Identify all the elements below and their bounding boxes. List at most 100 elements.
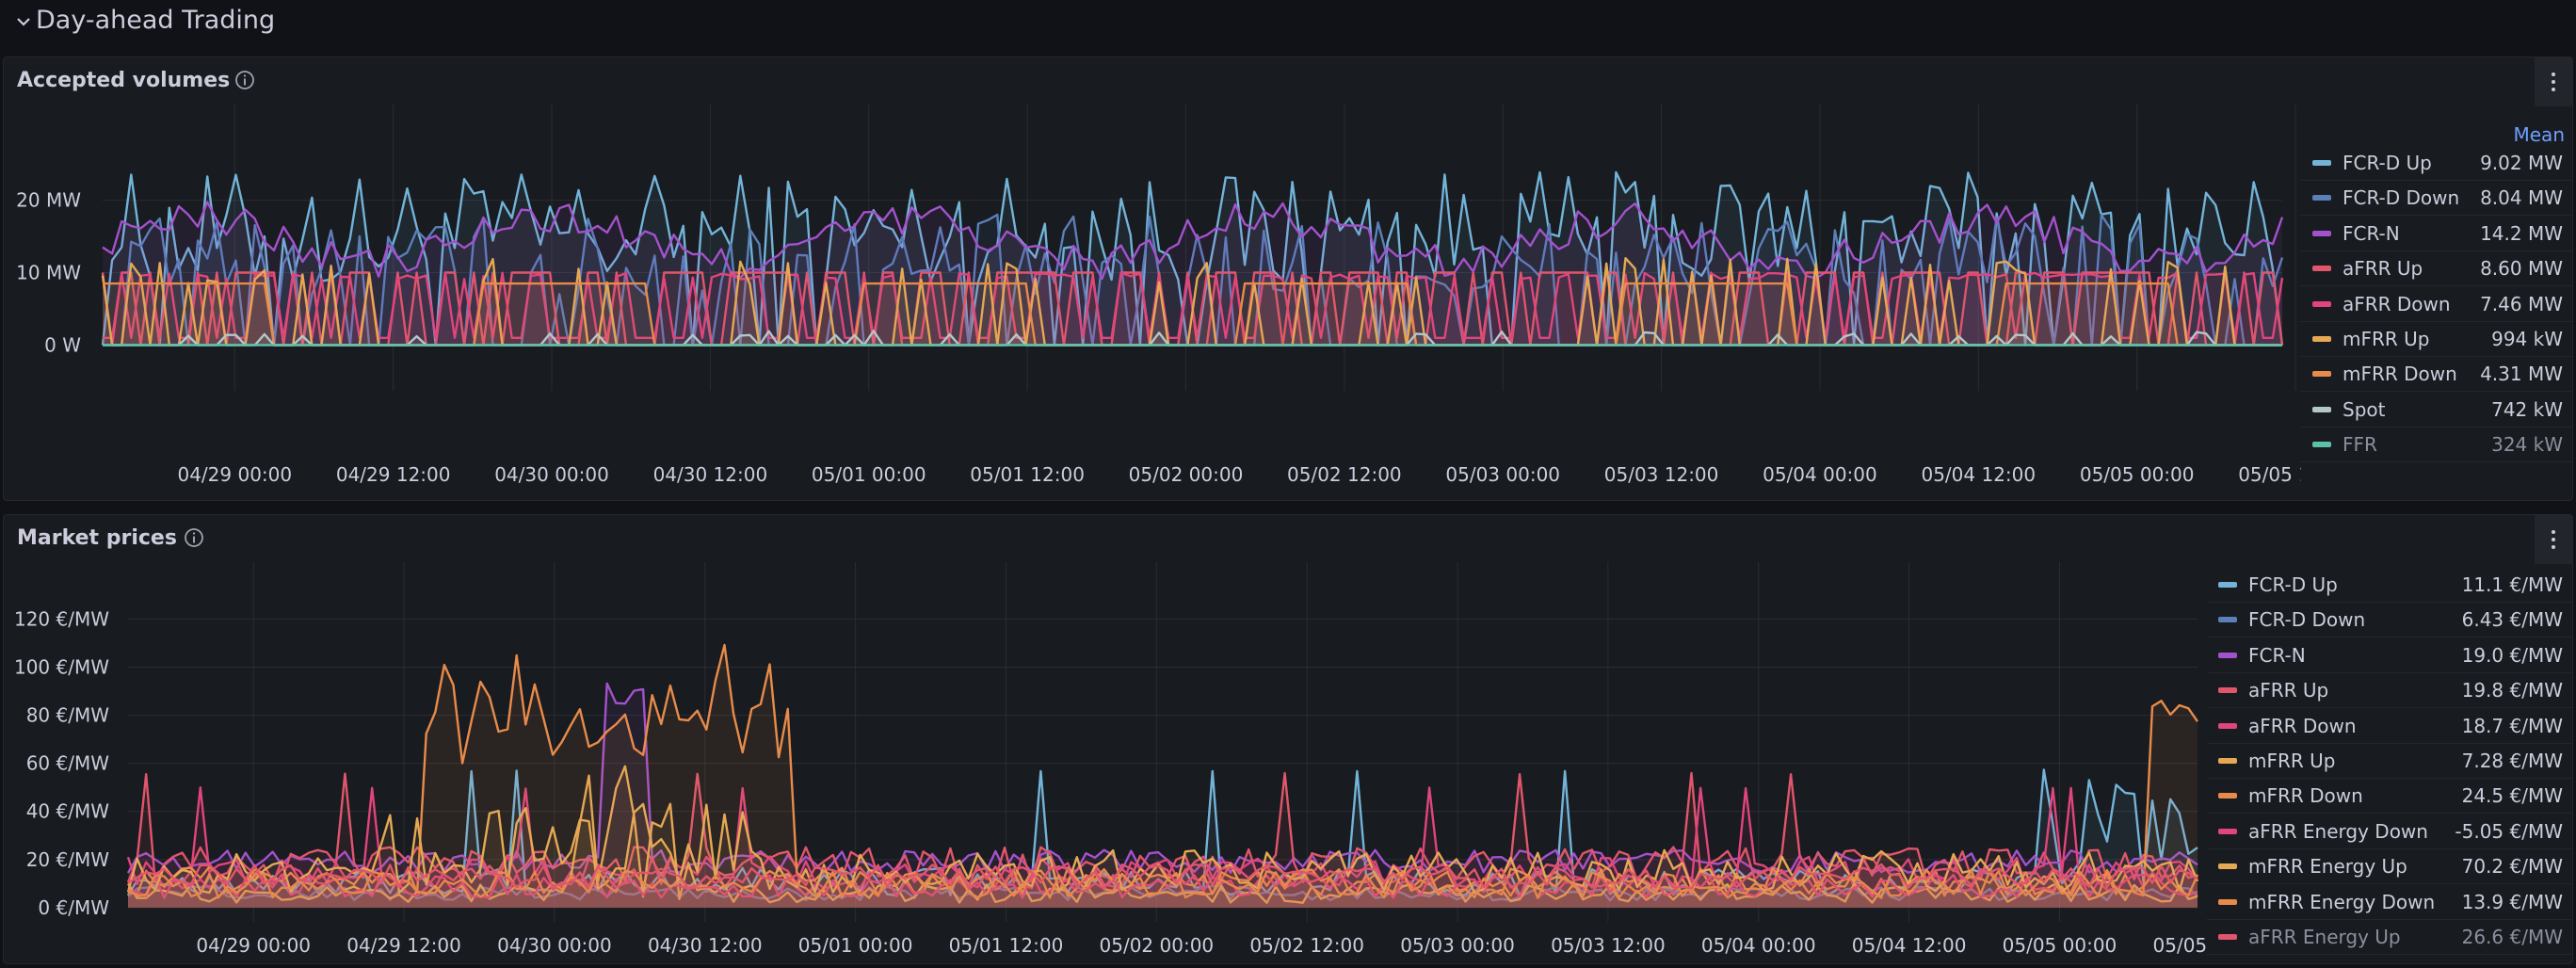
x-tick-label: 05/02 12:00 (1249, 934, 1364, 957)
legend-mean-value: 8.04 MW (2480, 186, 2563, 210)
legend-item-mfrr-down[interactable]: mFRR Down 24.5 €/MW (2207, 779, 2572, 815)
legend-name: Spot (2343, 397, 2386, 421)
x-tick-label: 05/03 12:00 (1604, 463, 1719, 486)
legend-item-ffr[interactable]: FFR 324 kW (2301, 428, 2572, 463)
x-tick-label: 05/02 12:00 (1287, 463, 1402, 486)
y-tick-label: 0 W (44, 334, 81, 357)
legend-name: FCR-D Down (2343, 186, 2460, 210)
info-icon[interactable] (184, 527, 204, 548)
legend-swatch (2312, 230, 2331, 236)
info-icon[interactable] (234, 70, 255, 90)
panel-title: Market prices (17, 526, 177, 550)
legend-item-afrr-up[interactable]: aFRR Up 8.60 MW (2301, 251, 2572, 287)
series-line-afrr-down[interactable] (126, 786, 2198, 890)
legend-item-mfrr-up[interactable]: mFRR Up 7.28 €/MW (2207, 744, 2572, 779)
series-line-fcr-n[interactable] (126, 682, 2198, 876)
x-tick-label: 05/04 00:00 (1763, 463, 1877, 486)
row-header[interactable]: Day-ahead Trading (0, 0, 2576, 49)
legend-mean-value: 324 kW (2491, 433, 2563, 457)
legend-name: FCR-N (2343, 221, 2400, 245)
legend-item-fcr-n[interactable]: FCR-N 19.0 €/MW (2207, 638, 2572, 673)
panel-menu-button[interactable] (2535, 57, 2572, 106)
legend-swatch (2218, 898, 2237, 905)
legend-name: mFRR Down (2343, 363, 2457, 386)
series-line-afrr-energy-down[interactable] (127, 873, 2198, 899)
legend-name: aFRR Energy Down (2248, 819, 2428, 843)
series-line-mfrr-energy-up[interactable] (126, 802, 2199, 895)
legend-item-afrr-down[interactable]: aFRR Down 18.7 €/MW (2207, 709, 2572, 744)
legend-item-mfrr-down[interactable]: mFRR Down 4.31 MW (2301, 357, 2572, 393)
series-area-afrr-down (128, 787, 2198, 908)
accepted-volumes-chart[interactable]: 0 W 10 MW 20 MW 04/29 00:00 04/29 12:00 04/30… (4, 57, 2301, 502)
legend-mean-value: 4.31 MW (2480, 363, 2563, 386)
series-line-afrr-up[interactable] (126, 771, 2198, 884)
x-tick-label: 05/05 12:00 (2238, 463, 2301, 486)
legend-item-afrr-up[interactable]: aFRR Up 19.8 €/MW (2207, 673, 2572, 709)
legend-name: FCR-D Down (2248, 608, 2366, 632)
legend: Mean FCR-D Up 9.02 MW FCR-D Down 8.04 MW FCR… (2301, 118, 2572, 494)
legend-item-fcr-d-up[interactable]: FCR-D Up 11.1 €/MW (2207, 568, 2572, 603)
legend-mean-value: 9.02 MW (2480, 152, 2563, 174)
legend-header-mean[interactable]: Mean (2513, 123, 2566, 146)
legend-swatch (2218, 934, 2237, 940)
x-tick-label: 05/03 00:00 (1400, 934, 1515, 957)
legend-item-afrr-energy-down[interactable]: aFRR Energy Down -5.05 €/MW (2207, 815, 2572, 849)
series-line-fcr-n[interactable] (102, 201, 2284, 281)
x-tick-label: 05/05 00:00 (2003, 934, 2117, 957)
legend-item-fcr-n[interactable]: FCR-N 14.2 MW (2301, 217, 2572, 251)
legend-swatch (2218, 722, 2237, 729)
legend-swatch (2312, 300, 2331, 307)
row-title: Day-ahead Trading (36, 6, 276, 35)
y-tick-label: 20 €/MW (26, 848, 110, 871)
legend-name: mFRR Energy Down (2248, 890, 2436, 913)
kebab-menu-icon (2552, 530, 2555, 549)
x-tick-label: 05/01 12:00 (949, 934, 1064, 957)
legend-name: FFR (2343, 433, 2377, 457)
legend-mean-value: 13.9 €/MW (2461, 890, 2563, 913)
legend-mean-value: 994 kW (2491, 328, 2563, 350)
series-area-fcr-n (103, 202, 2282, 346)
y-tick-label: 60 €/MW (26, 752, 110, 775)
legend-swatch (2218, 758, 2237, 764)
legend-swatch (2218, 652, 2237, 658)
x-tick-label: 05/03 00:00 (1445, 463, 1560, 486)
legend-item-afrr-energy-up[interactable]: aFRR Energy Up 26.6 €/MW (2207, 920, 2572, 955)
legend-item-afrr-down[interactable]: aFRR Down 7.46 MW (2301, 287, 2572, 322)
x-tick-label: 04/29 00:00 (177, 463, 292, 486)
legend-swatch (2218, 687, 2237, 694)
legend-swatch (2218, 582, 2237, 588)
legend-mean-value: 19.0 €/MW (2461, 643, 2563, 667)
legend-name: aFRR Down (2248, 714, 2357, 737)
x-tick-label: 04/30 12:00 (648, 934, 763, 957)
legend-item-fcr-d-down[interactable]: FCR-D Down 8.04 MW (2301, 181, 2572, 217)
series-line-mfrr-up[interactable] (126, 765, 2198, 904)
x-tick-label: 04/29 00:00 (196, 934, 311, 957)
legend-item-spot[interactable]: Spot 742 kW (2301, 393, 2572, 428)
x-tick-label: 04/30 00:00 (494, 463, 609, 486)
legend-item-mfrr-up[interactable]: mFRR Up 994 kW (2301, 322, 2572, 357)
series-area-fcr-d-down (103, 215, 2282, 346)
x-tick-label: 05/01 00:00 (812, 463, 926, 486)
legend-swatch (2312, 371, 2331, 378)
y-tick-label: 100 €/MW (14, 656, 109, 679)
series-area-mfrr-down (128, 645, 2198, 908)
legend-mean-value: 70.2 €/MW (2461, 855, 2563, 879)
series-line-mfrr-energy-down[interactable] (127, 867, 2199, 899)
legend-item-fcr-d-down[interactable]: FCR-D Down 6.43 €/MW (2207, 603, 2572, 638)
legend-swatch (2312, 336, 2331, 342)
y-tick-label: 40 €/MW (26, 800, 110, 823)
panel-menu-button[interactable] (2535, 515, 2572, 564)
legend-name: mFRR Energy Up (2248, 855, 2407, 879)
kebab-menu-icon (2552, 73, 2555, 91)
legend-item-mfrr-energy-down[interactable]: mFRR Energy Down 13.9 €/MW (2207, 885, 2572, 920)
series-area-mfrr-energy-up (128, 803, 2198, 908)
x-tick-label: 04/29 12:00 (346, 934, 461, 957)
x-tick-label: 05/01 12:00 (970, 463, 1085, 486)
series-line-afrr-energy-up[interactable] (127, 863, 2198, 890)
legend-item-fcr-d-up[interactable]: FCR-D Up 9.02 MW (2301, 146, 2572, 181)
legend-item-mfrr-energy-up[interactable]: mFRR Energy Up 70.2 €/MW (2207, 849, 2572, 885)
x-tick-label: 05/02 00:00 (1129, 463, 1244, 486)
market-prices-chart[interactable]: 0 €/MW 20 €/MW 40 €/MW 60 €/MW 80 €/MW 100 €/… (4, 515, 2207, 965)
legend-swatch (2312, 406, 2331, 412)
chevron-down-icon[interactable] (15, 11, 32, 32)
